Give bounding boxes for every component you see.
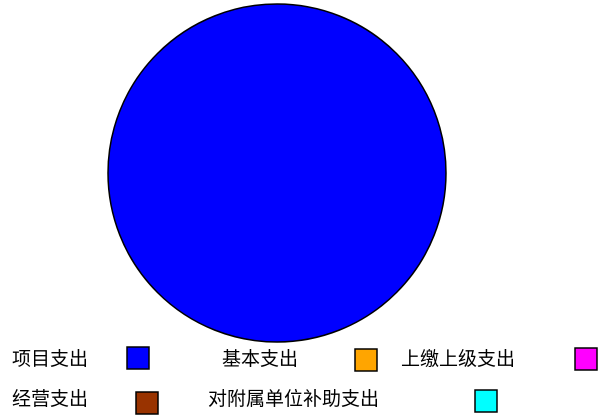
legend-label-3: 经营支出	[12, 388, 88, 410]
pie-slices	[107, 3, 447, 343]
legend-swatch-0	[126, 346, 150, 370]
legend-label-1: 基本支出	[222, 348, 298, 370]
legend-swatch-2	[574, 347, 598, 371]
legend-label-4: 对附属单位补助支出	[208, 388, 379, 410]
legend-label-0: 项目支出	[12, 348, 88, 370]
legend-label-2: 上缴上级支出	[401, 348, 515, 370]
legend-swatch-1	[354, 348, 378, 372]
pie-slice-0	[107, 3, 447, 343]
legend-swatch-3	[135, 391, 159, 415]
legend-swatch-4	[474, 389, 498, 413]
